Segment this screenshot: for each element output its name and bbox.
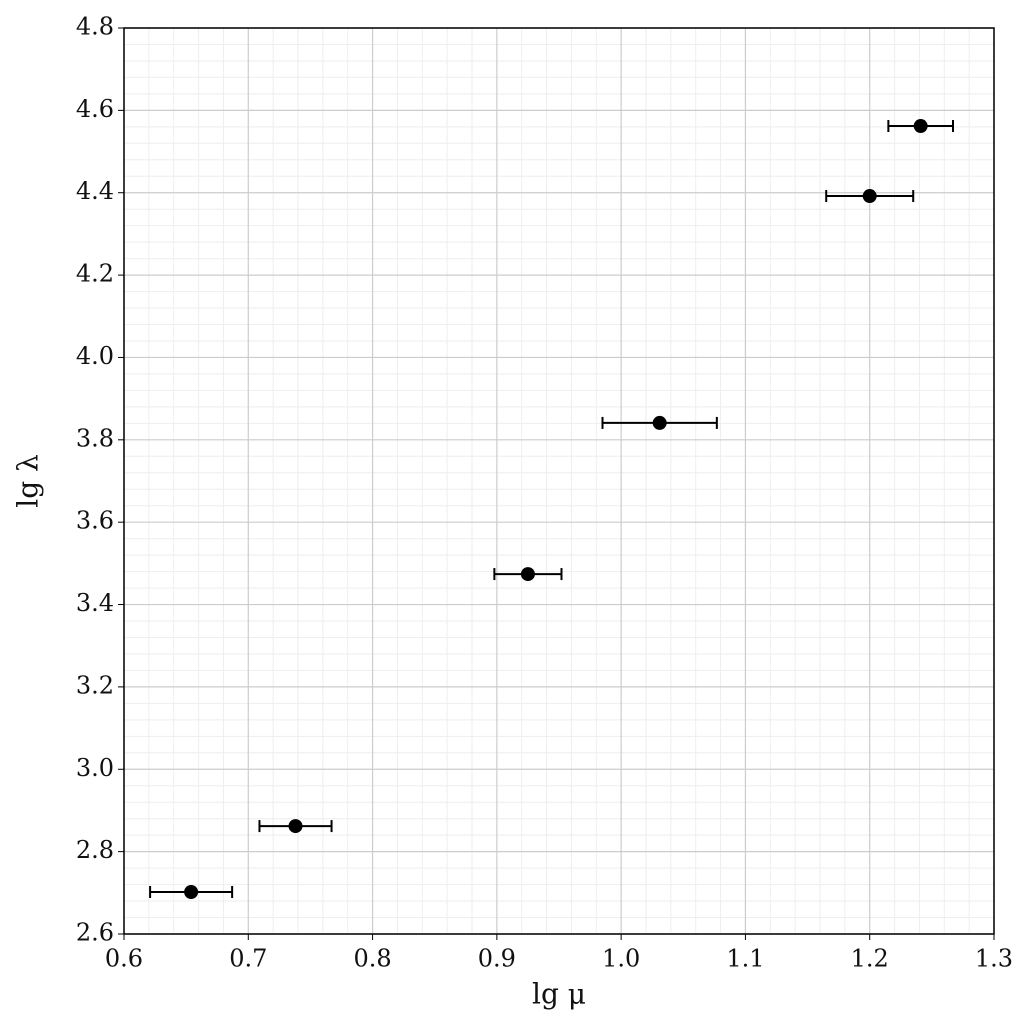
x-tick-label: 0.7 — [229, 945, 267, 973]
y-tick-label: 4.2 — [76, 260, 114, 288]
x-tick-label: 0.8 — [353, 945, 391, 973]
y-tick-label: 2.8 — [76, 836, 114, 864]
y-tick-label: 4.0 — [76, 342, 114, 370]
y-tick-label: 3.4 — [76, 589, 114, 617]
x-tick-label: 0.6 — [105, 945, 143, 973]
y-tick-label: 3.8 — [76, 424, 114, 452]
x-tick-label: 1.3 — [975, 945, 1013, 973]
y-tick-label: 2.6 — [76, 919, 114, 947]
y-tick-label: 4.4 — [76, 177, 114, 205]
x-tick-label: 1.1 — [726, 945, 764, 973]
y-axis-title: lg λ — [12, 454, 45, 508]
data-point — [520, 567, 535, 582]
plot-area — [124, 28, 994, 934]
y-tick-label: 3.0 — [76, 754, 114, 782]
data-point — [652, 415, 667, 430]
plot-frame — [123, 27, 995, 935]
y-tick-label: 3.2 — [76, 671, 114, 699]
x-axis-title: lg μ — [532, 978, 586, 1011]
data-point — [184, 884, 199, 899]
data-point — [862, 189, 877, 204]
data-point — [913, 119, 928, 134]
data-point — [288, 819, 303, 834]
x-tick-label: 0.9 — [478, 945, 516, 973]
y-tick-label: 3.6 — [76, 507, 114, 535]
x-tick-label: 1.2 — [851, 945, 889, 973]
y-tick-label: 4.8 — [76, 13, 114, 41]
y-tick-label: 4.6 — [76, 95, 114, 123]
x-tick-label: 1.0 — [602, 945, 640, 973]
